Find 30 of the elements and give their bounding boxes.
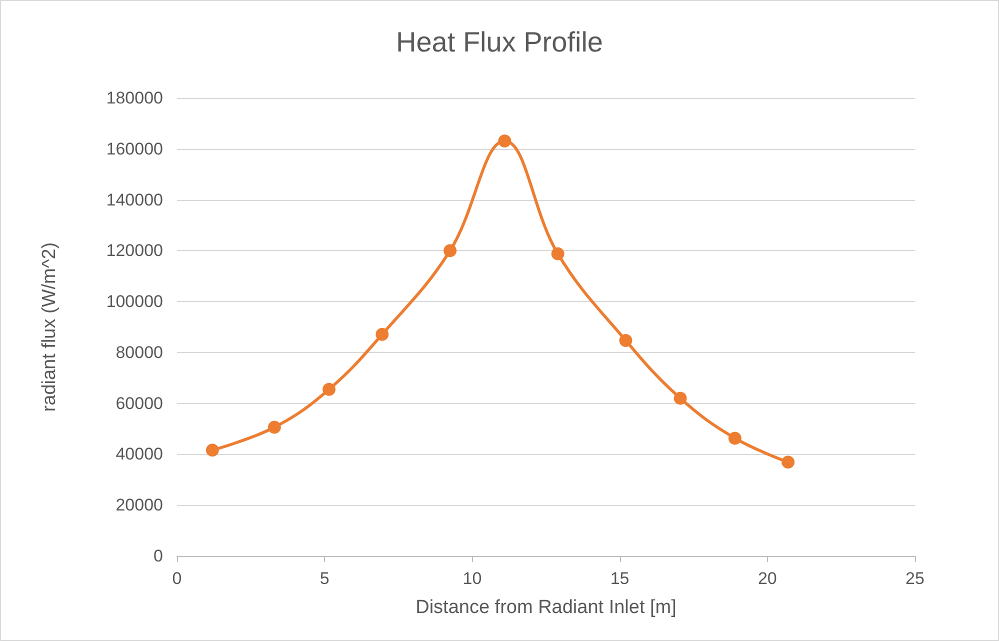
chart-title: Heat Flux Profile bbox=[396, 26, 603, 58]
point bbox=[498, 134, 512, 148]
y-tick-label: 140000 bbox=[106, 190, 163, 210]
x-tick-label: 5 bbox=[320, 569, 330, 588]
y-tick-label: 100000 bbox=[106, 292, 163, 312]
y-tick-label: 80000 bbox=[116, 342, 163, 362]
x-tick-label: 25 bbox=[906, 569, 924, 588]
y-tick-label: 60000 bbox=[116, 394, 163, 413]
point bbox=[728, 432, 742, 445]
x-tick-label: 0 bbox=[172, 569, 182, 588]
point bbox=[268, 420, 281, 434]
x-axis-title: Distance from Radiant Inlet [m] bbox=[416, 597, 676, 618]
point bbox=[322, 382, 336, 396]
x-tick-label: 20 bbox=[758, 569, 777, 588]
x-tick-label: 15 bbox=[610, 569, 630, 588]
y-tick-label: 180000 bbox=[106, 88, 163, 108]
y-axis-title: radiant flux (W/m^2) bbox=[39, 242, 60, 412]
point bbox=[551, 247, 564, 260]
point bbox=[619, 334, 632, 347]
y-tick-label: 20000 bbox=[116, 496, 163, 515]
point bbox=[444, 244, 457, 258]
point bbox=[376, 328, 389, 341]
y-tick-label: 0 bbox=[154, 546, 163, 566]
y-tick-label: 40000 bbox=[116, 444, 163, 464]
x-tick-label: 10 bbox=[462, 569, 482, 588]
point bbox=[206, 444, 219, 457]
y-tick-label: 160000 bbox=[106, 139, 163, 158]
point bbox=[674, 392, 687, 405]
y-tick-label: 120000 bbox=[106, 241, 163, 260]
point bbox=[782, 456, 795, 469]
